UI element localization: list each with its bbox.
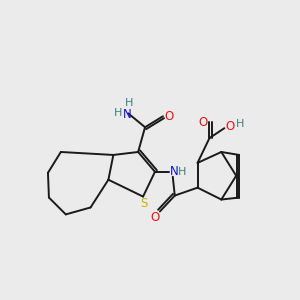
Text: S: S: [140, 197, 148, 210]
Text: O: O: [226, 120, 235, 133]
Text: H: H: [178, 167, 186, 177]
Text: O: O: [164, 110, 173, 123]
Text: H: H: [114, 108, 122, 118]
Text: O: O: [150, 211, 160, 224]
Text: H: H: [236, 119, 244, 129]
Text: H: H: [125, 98, 134, 108]
Text: N: N: [169, 165, 178, 178]
Text: N: N: [123, 108, 132, 121]
Text: O: O: [199, 116, 208, 129]
